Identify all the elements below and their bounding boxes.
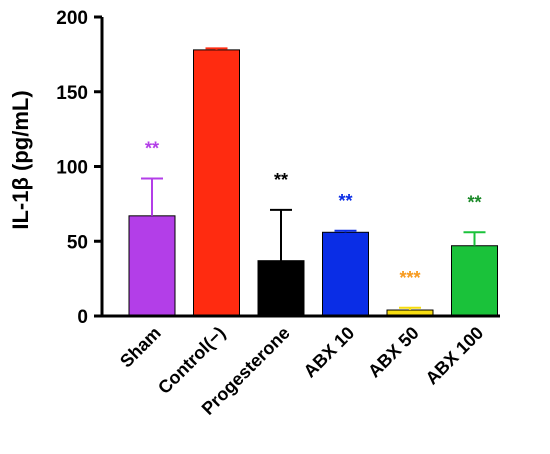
x-category-label: ABX 100	[422, 323, 488, 389]
y-axis-label: IL-1β (pg/mL)	[8, 90, 33, 229]
y-tick-label: 0	[77, 307, 88, 328]
y-tick-label: 50	[67, 232, 88, 253]
x-category-label: ABX 10	[300, 323, 359, 382]
significance-layer: ***********	[145, 138, 482, 287]
error-bars-layer	[141, 47, 486, 311]
bars-layer	[128, 49, 498, 317]
bar	[128, 215, 176, 317]
bar	[322, 231, 369, 317]
bar	[451, 245, 498, 317]
x-category-label: Sham	[116, 323, 165, 372]
y-tick-label: 100	[56, 158, 88, 179]
significance-marker: **	[467, 192, 481, 212]
bar	[257, 260, 305, 317]
significance-marker: **	[145, 138, 159, 158]
significance-marker: **	[338, 191, 352, 211]
bar	[193, 49, 240, 317]
x-category-label: ABX 50	[364, 323, 423, 382]
significance-marker: ***	[399, 268, 420, 288]
significance-marker: **	[274, 170, 288, 190]
y-tick-label: 150	[56, 83, 88, 104]
y-tick-label: 200	[56, 8, 88, 29]
y-ticks-layer: 0 50 100 150 200	[56, 8, 102, 328]
